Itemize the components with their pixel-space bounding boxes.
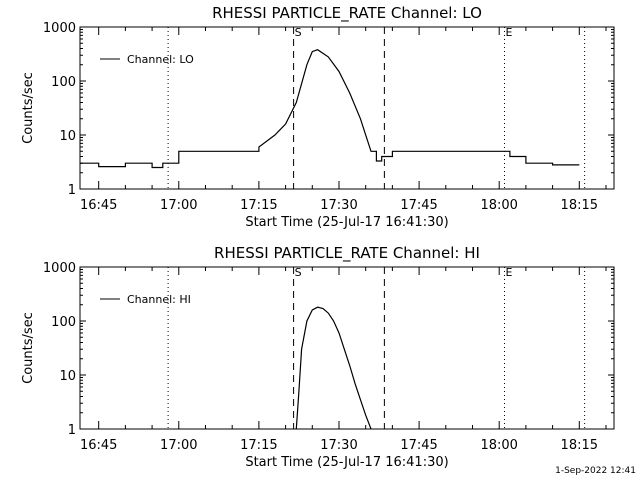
chart-title: RHESSI PARTICLE_RATE Channel: LO	[212, 4, 482, 23]
x-tick-label: 16:45	[80, 198, 117, 213]
x-tick-label: 17:00	[160, 438, 197, 453]
x-axis-label: Start Time (25-Jul-17 16:41:30)	[245, 455, 448, 470]
legend-label: Channel: LO	[127, 53, 194, 66]
x-axis-label: Start Time (25-Jul-17 16:41:30)	[245, 215, 448, 230]
end-marker-label: E	[506, 26, 513, 39]
y-tick-label: 1000	[43, 261, 76, 276]
x-tick-label: 17:45	[400, 198, 437, 213]
chart-title: RHESSI PARTICLE_RATE Channel: HI	[214, 244, 480, 263]
plot-frame	[79, 26, 615, 190]
start-marker-label: S	[295, 26, 302, 39]
x-tick-label: 17:45	[400, 438, 437, 453]
x-tick-label: 17:30	[320, 438, 357, 453]
end-marker-label: E	[506, 266, 513, 279]
y-tick-label: 1	[68, 183, 76, 198]
x-tick-label: 17:00	[160, 198, 197, 213]
y-tick-label: 10	[59, 129, 76, 144]
x-tick-label: 17:15	[240, 438, 277, 453]
start-marker-label: S	[295, 266, 302, 279]
y-tick-label: 1000	[43, 21, 76, 36]
x-tick-label: 18:15	[561, 198, 598, 213]
y-axis-label: Counts/sec	[21, 312, 36, 384]
x-tick-label: 18:00	[480, 198, 517, 213]
plot-frame	[79, 266, 615, 430]
series-line	[295, 306, 372, 430]
series-line	[80, 49, 580, 169]
x-tick-label: 18:00	[480, 438, 517, 453]
y-tick-label: 10	[59, 369, 76, 384]
x-tick-label: 17:15	[240, 198, 277, 213]
y-axis-label: Counts/sec	[21, 72, 36, 144]
y-tick-label: 1	[68, 423, 76, 438]
legend-label: Channel: HI	[127, 293, 191, 306]
x-tick-label: 16:45	[80, 438, 117, 453]
footer-timestamp: 1-Sep-2022 12:41	[555, 466, 636, 476]
y-tick-label: 100	[51, 315, 76, 330]
x-tick-label: 17:30	[320, 198, 357, 213]
x-tick-label: 18:15	[561, 438, 598, 453]
y-tick-label: 100	[51, 75, 76, 90]
